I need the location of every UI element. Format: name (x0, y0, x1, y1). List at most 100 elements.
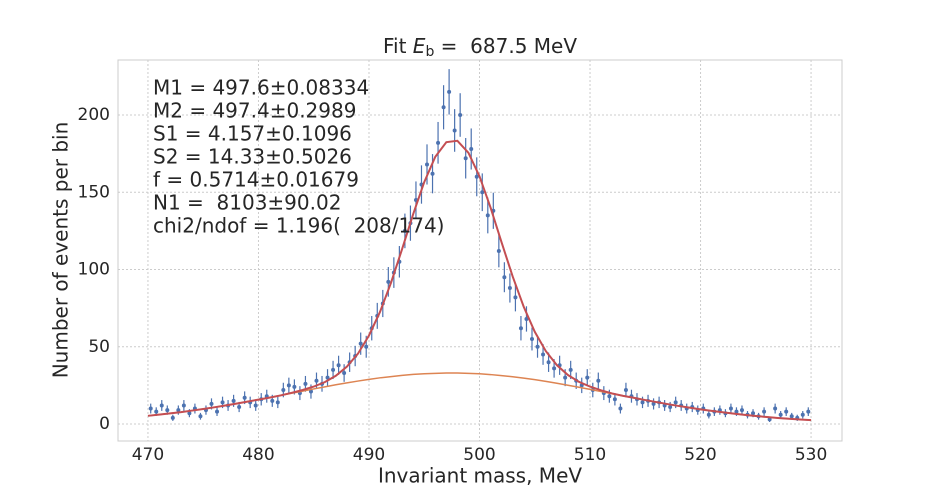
data-point (568, 367, 573, 372)
data-point (187, 411, 192, 416)
data-point (789, 414, 794, 419)
x-tick-label: 510 (574, 445, 606, 465)
title-part: E (413, 34, 426, 58)
data-point (529, 337, 534, 342)
data-point (762, 409, 767, 414)
data-point (784, 409, 789, 414)
title-part: b (425, 44, 434, 60)
data-point (215, 409, 220, 414)
data-point (469, 146, 474, 151)
data-point (430, 171, 435, 176)
data-point (231, 398, 236, 403)
fit-result: S2 = 14.33±0.5026 (153, 145, 352, 169)
data-point (778, 412, 783, 417)
data-point (386, 279, 391, 284)
data-point (458, 113, 463, 118)
x-tick-label: 500 (463, 445, 495, 465)
data-point (148, 406, 153, 411)
data-point (159, 403, 164, 408)
data-point (181, 403, 186, 408)
data-point (275, 400, 280, 405)
x-tick-label: 520 (684, 445, 716, 465)
data-point (535, 344, 540, 349)
fit-result: N1 = 8103±90.02 (153, 191, 341, 215)
data-point (209, 401, 214, 406)
data-point (513, 295, 518, 300)
data-point (640, 400, 645, 405)
y-tick-label: 50 (88, 337, 110, 357)
data-point (165, 408, 170, 413)
data-point (314, 378, 319, 383)
data-point (612, 397, 617, 402)
data-point (336, 363, 341, 368)
data-point (281, 388, 286, 393)
y-tick-label: 150 (78, 182, 110, 202)
data-point (474, 174, 479, 179)
data-point (170, 415, 175, 420)
data-point (286, 383, 291, 388)
fit-result: f = 0.5714±0.01679 (153, 168, 359, 192)
title-part: Fit (383, 34, 413, 58)
data-point (253, 403, 258, 408)
data-point (303, 381, 308, 386)
y-tick-label: 200 (78, 105, 110, 125)
data-point (734, 409, 739, 414)
data-point (739, 408, 744, 413)
x-tick-label: 480 (242, 445, 274, 465)
data-point (800, 412, 805, 417)
fit-result: chi2/ndof = 1.196( 208/174) (153, 214, 444, 238)
data-point (507, 286, 512, 291)
x-axis-label: Invariant mass, MeV (378, 464, 582, 488)
data-point (342, 371, 347, 376)
y-tick-label: 0 (99, 414, 110, 434)
data-point (436, 140, 441, 145)
data-point (546, 360, 551, 365)
data-point (480, 190, 485, 195)
y-tick-label: 100 (78, 260, 110, 280)
data-point (402, 228, 407, 233)
data-point (198, 414, 203, 419)
data-point (596, 378, 601, 383)
x-tick-label: 490 (353, 445, 385, 465)
data-point (325, 375, 330, 380)
data-point (270, 398, 275, 403)
data-point (358, 341, 363, 346)
data-point (242, 395, 247, 400)
data-point (806, 409, 811, 414)
data-point (651, 401, 656, 406)
data-point (673, 400, 678, 405)
data-point (552, 366, 557, 371)
data-point (447, 89, 452, 94)
data-point (308, 389, 313, 394)
data-point (452, 128, 457, 133)
data-point (585, 375, 590, 380)
data-point (706, 412, 711, 417)
data-point (607, 394, 612, 399)
plot-frame (117, 59, 843, 442)
data-point (331, 367, 336, 372)
data-point (618, 406, 623, 411)
data-point (773, 406, 778, 411)
data-point (541, 352, 546, 357)
data-point (518, 326, 523, 331)
data-point (441, 105, 446, 110)
data-point (563, 375, 568, 380)
data-point (751, 411, 756, 416)
chart-title: Fit Eb = 687.5 MeV (383, 34, 577, 61)
data-point (502, 275, 507, 280)
data-point (176, 408, 181, 413)
data-point (728, 406, 733, 411)
data-point (237, 405, 242, 410)
data-point (623, 388, 628, 393)
data-point (668, 405, 673, 410)
data-point (220, 400, 225, 405)
data-point (154, 409, 159, 414)
title-part: = 687.5 MeV (434, 34, 577, 58)
data-point (292, 384, 297, 389)
fit-result: M1 = 497.6±0.08334 (153, 76, 369, 100)
x-tick-label: 470 (132, 445, 164, 465)
data-point (524, 316, 529, 321)
data-point (463, 156, 468, 161)
data-point (496, 248, 501, 253)
